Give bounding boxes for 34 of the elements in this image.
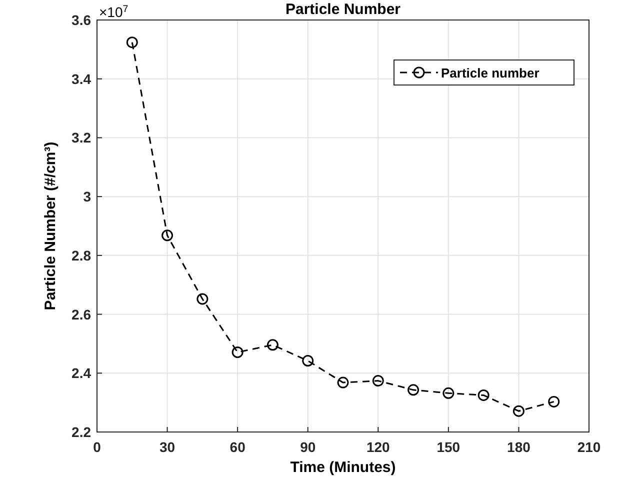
x-tick-label: 210	[577, 439, 601, 455]
point	[372, 375, 384, 387]
point	[126, 36, 138, 48]
x-axis-title: Time (Minutes)	[290, 459, 396, 476]
point	[266, 339, 278, 351]
y-tick-label: 3.2	[72, 130, 92, 146]
y-tick-label: 2.6	[72, 306, 92, 322]
point	[162, 230, 174, 242]
point	[337, 376, 349, 388]
x-tick-label: 120	[366, 439, 390, 455]
x-tick-label: 180	[507, 439, 531, 455]
y-tick-label: 2.8	[72, 247, 92, 264]
x-tick-label: 60	[230, 439, 246, 455]
x-tick-label: 90	[300, 439, 316, 455]
point	[302, 355, 314, 367]
point	[196, 293, 208, 305]
y-tick-label: 2.2	[72, 424, 92, 440]
y-axis-title: Particle Number (#/cm³)	[42, 142, 59, 310]
y-tick-label: 3.4	[72, 70, 92, 87]
x-tick-label: 0	[93, 439, 102, 455]
y-tick-label: 3	[83, 188, 92, 205]
legend-label: Particle number	[441, 66, 540, 80]
point	[548, 396, 560, 408]
point	[408, 384, 420, 396]
x-tick-label: 150	[436, 439, 460, 455]
x-tick-label: 30	[159, 439, 176, 455]
point	[512, 405, 524, 417]
annotation: ×10$^{7}$	[99, 4, 128, 20]
point	[478, 389, 490, 401]
y-tick-label: 2.4	[72, 365, 92, 382]
y-tick-label: 3.6	[72, 12, 92, 28]
point	[442, 387, 454, 399]
point	[232, 346, 244, 358]
chart-title: Particle Number	[285, 1, 401, 18]
